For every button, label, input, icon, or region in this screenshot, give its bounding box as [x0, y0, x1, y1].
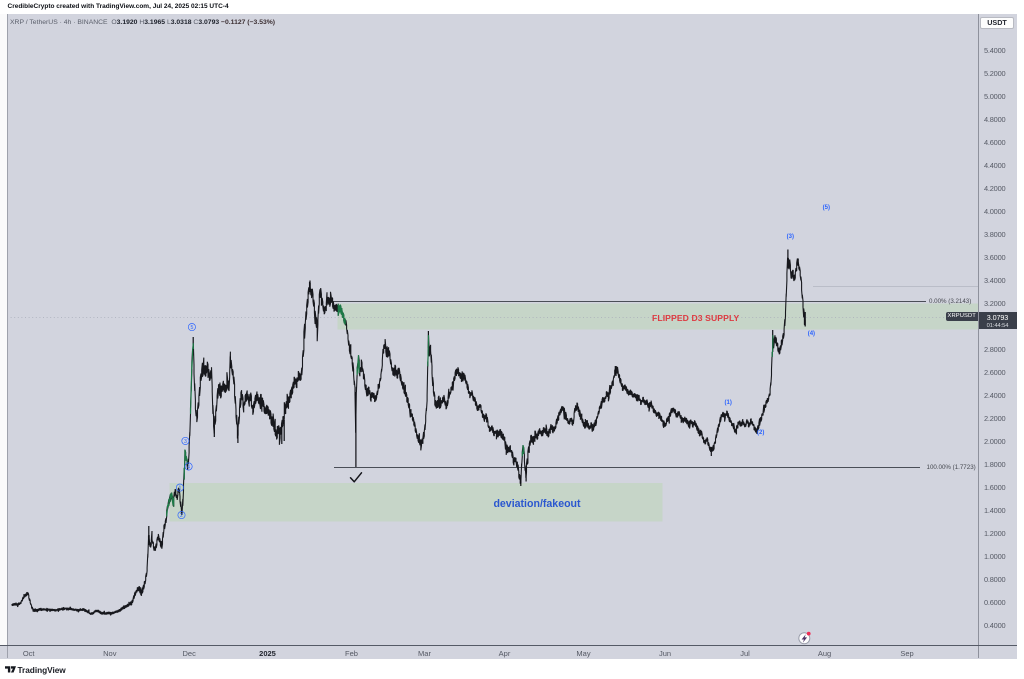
- svg-text:1: 1: [178, 486, 181, 492]
- svg-text:5: 5: [190, 325, 193, 331]
- svg-text:4: 4: [187, 464, 190, 470]
- svg-text:2: 2: [180, 513, 183, 519]
- svg-text:3: 3: [184, 439, 187, 445]
